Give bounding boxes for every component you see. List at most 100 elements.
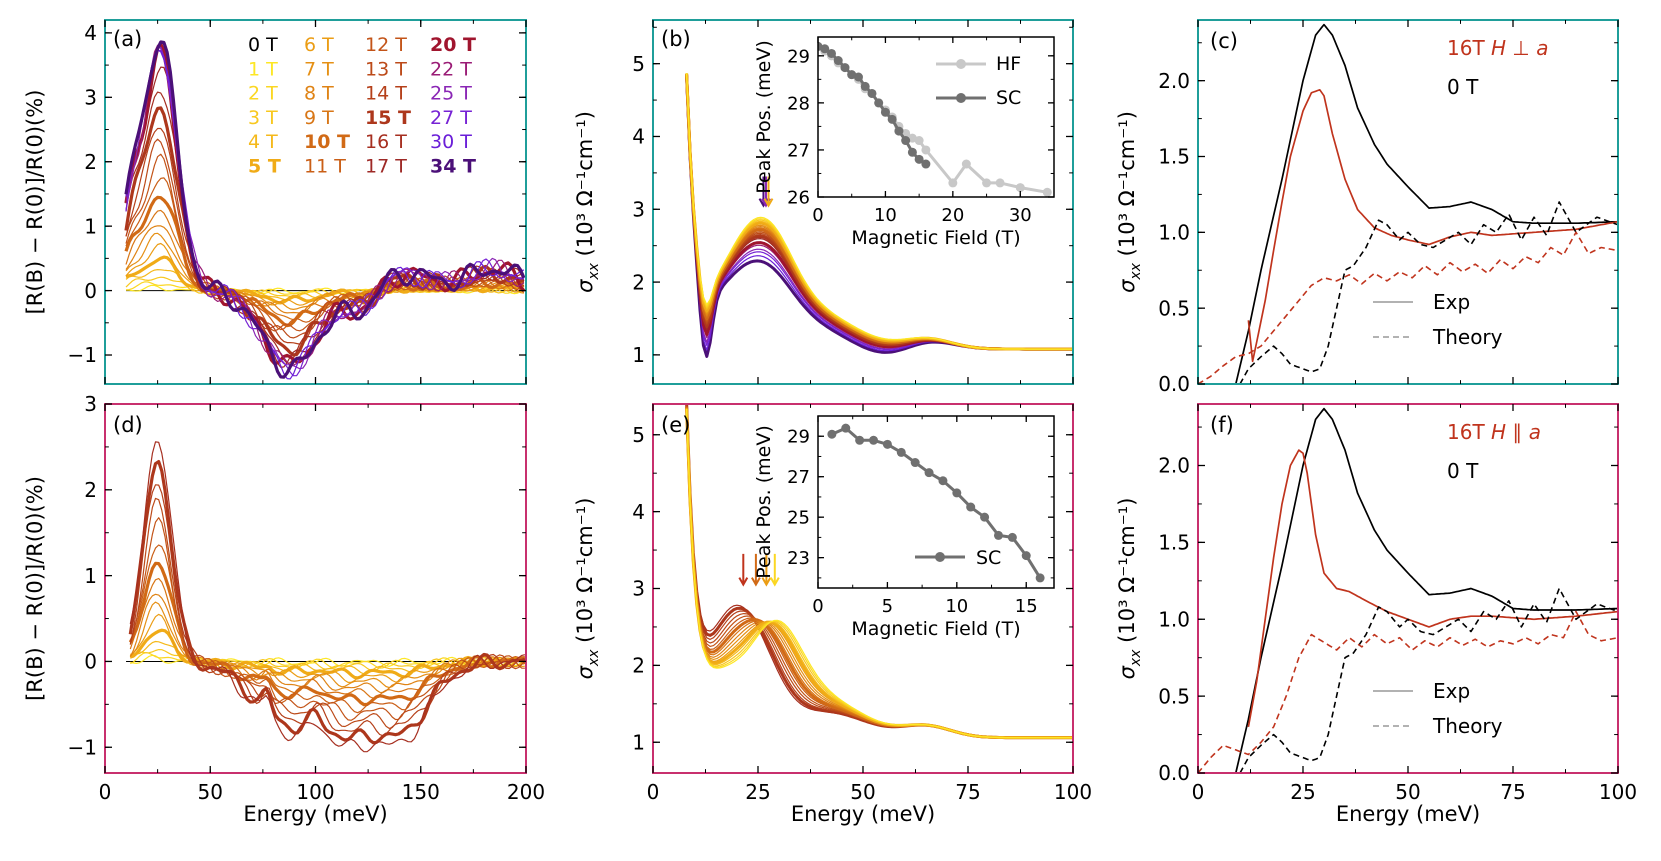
sigma-curve-16T bbox=[686, 404, 1073, 739]
y-tick-label: 2 bbox=[84, 150, 97, 174]
series-0-T-Theory bbox=[1239, 201, 1618, 384]
inset-point-SC bbox=[901, 136, 911, 146]
x-tick-label: 15 bbox=[1015, 596, 1038, 617]
panel-label: (a) bbox=[113, 27, 142, 51]
inset-point-SC bbox=[860, 81, 870, 91]
y-tick-label: 1.5 bbox=[1158, 145, 1190, 169]
inset-point-SC bbox=[827, 429, 837, 439]
y-tick-label: 0.5 bbox=[1158, 296, 1190, 320]
panel-label: (e) bbox=[661, 413, 690, 437]
inset-e-plot-area bbox=[827, 423, 1045, 583]
x-axis-label: Energy (meV) bbox=[1336, 802, 1480, 826]
sigma-curve-9T bbox=[686, 407, 1073, 739]
y-tick-label: 3 bbox=[632, 197, 645, 221]
x-tick-label: 0 bbox=[812, 205, 823, 226]
legend-theory: Theory bbox=[1432, 714, 1503, 738]
sigma-curve-1T bbox=[686, 72, 1073, 350]
legend-entry-3T: 3 T bbox=[248, 107, 278, 129]
sigma-curve-5T bbox=[685, 408, 1073, 740]
reflectance-curve-12T bbox=[125, 153, 525, 332]
legend-entry-10T: 10 T bbox=[304, 131, 350, 153]
sigma-curve-10T bbox=[685, 406, 1073, 740]
legend-entry-0T: 0 T bbox=[248, 34, 278, 56]
y-axis-label: [R(B) − R(0)]/R(0)(%) bbox=[23, 476, 47, 701]
inset-y-label: Peak Pos. (meV) bbox=[753, 40, 775, 194]
reflectance-curve-10T bbox=[128, 561, 526, 707]
y-tick-label: 3 bbox=[632, 577, 645, 601]
x-tick-label: 10 bbox=[945, 596, 968, 617]
inset-e: 0 5 10 15 23 25 27 29 bbox=[787, 415, 1055, 617]
y-tick-label: 0.0 bbox=[1158, 372, 1190, 396]
legend-0T: 0 T bbox=[1447, 459, 1479, 483]
panel-e-plot-area bbox=[685, 404, 1073, 740]
panel-c-plot-area bbox=[1198, 23, 1618, 384]
x-tick-label: 0 bbox=[812, 596, 823, 617]
inset-x-label: Magnetic Field (T) bbox=[851, 227, 1020, 249]
inset-point-SC bbox=[1035, 573, 1045, 583]
inset-point-SC bbox=[840, 63, 850, 73]
y-tick-label: 4 bbox=[632, 500, 645, 524]
inset-point-SC bbox=[980, 512, 990, 522]
inset-point-SC bbox=[882, 439, 892, 449]
x-tick-label: 10 bbox=[874, 205, 897, 226]
y-axis-label: σxx (10³ Ω⁻¹cm⁻¹) bbox=[573, 111, 602, 293]
inset-point-SC bbox=[993, 530, 1003, 540]
panel-f-plot-area bbox=[1198, 407, 1618, 773]
inset-point-SC bbox=[874, 98, 884, 108]
reflectance-curve-13T bbox=[129, 497, 526, 729]
sigma-curve-13T bbox=[686, 404, 1073, 739]
y-tick-label: 25 bbox=[787, 508, 810, 529]
y-tick-label: 2 bbox=[632, 654, 645, 678]
axes-frame bbox=[817, 36, 1055, 198]
y-axis-label: σxx (10³ Ω⁻¹cm⁻¹) bbox=[1115, 498, 1144, 680]
reflectance-curve-11T bbox=[129, 544, 526, 714]
inset-point-HF bbox=[1042, 187, 1052, 197]
legend-entry-9T: 9 T bbox=[304, 107, 334, 129]
panel-b-plot-area bbox=[685, 72, 1073, 358]
inset-point-SC bbox=[924, 468, 934, 478]
legend-exp: Exp bbox=[1433, 290, 1470, 314]
x-tick-label: 100 bbox=[296, 780, 334, 804]
inset-point-HF bbox=[961, 159, 971, 169]
legend-16T: 16T H ∥ a bbox=[1447, 420, 1541, 444]
y-tick-label: 27 bbox=[787, 140, 810, 161]
series-16T-Theory bbox=[1198, 231, 1618, 384]
inset-b-plot-area bbox=[818, 41, 1052, 197]
y-tick-label: 29 bbox=[787, 427, 810, 448]
legend-theory: Theory bbox=[1432, 325, 1503, 349]
y-tick-label: 26 bbox=[787, 187, 810, 208]
peak-arrow bbox=[751, 553, 761, 587]
legend-entry-6T: 6 T bbox=[304, 34, 334, 56]
y-tick-label: 3 bbox=[84, 86, 97, 110]
inset-point-SC bbox=[914, 154, 924, 164]
panel-label: (d) bbox=[113, 413, 143, 437]
sigma-curve-6T bbox=[686, 408, 1073, 739]
legend-entry-4T: 4 T bbox=[248, 131, 278, 153]
reflectance-curve-7T bbox=[129, 601, 526, 689]
series-16T-Exp bbox=[1247, 449, 1618, 728]
reflectance-curve-16T bbox=[129, 441, 526, 753]
y-tick-label: 2 bbox=[84, 478, 97, 502]
sigma-curve-3T bbox=[686, 408, 1073, 739]
x-tick-label: 25 bbox=[745, 780, 770, 804]
legend-entry-27T: 27 T bbox=[430, 107, 472, 129]
inset-point-SC bbox=[1007, 532, 1017, 542]
inset-point-SC bbox=[869, 435, 879, 445]
legend-entry-30T: 30 T bbox=[430, 131, 472, 153]
legend-entry-13T: 13 T bbox=[365, 58, 407, 80]
axes-frame bbox=[1197, 19, 1619, 385]
y-tick-label: 1.5 bbox=[1158, 531, 1190, 555]
legend-marker-SC bbox=[956, 93, 966, 103]
legend-label-HF: HF bbox=[996, 53, 1021, 75]
panel-label: (c) bbox=[1210, 29, 1238, 53]
y-tick-label: −1 bbox=[68, 343, 97, 367]
legend-entry-20T: 20 T bbox=[430, 34, 476, 56]
legend-entry-2T: 2 T bbox=[248, 83, 278, 105]
inset-point-SC bbox=[841, 423, 851, 433]
x-tick-label: 50 bbox=[1395, 780, 1420, 804]
y-tick-label: 28 bbox=[787, 93, 810, 114]
inset-point-SC bbox=[855, 435, 865, 445]
legend-label-SC: SC bbox=[976, 547, 1001, 569]
x-axis-label: Energy (meV) bbox=[243, 802, 387, 826]
